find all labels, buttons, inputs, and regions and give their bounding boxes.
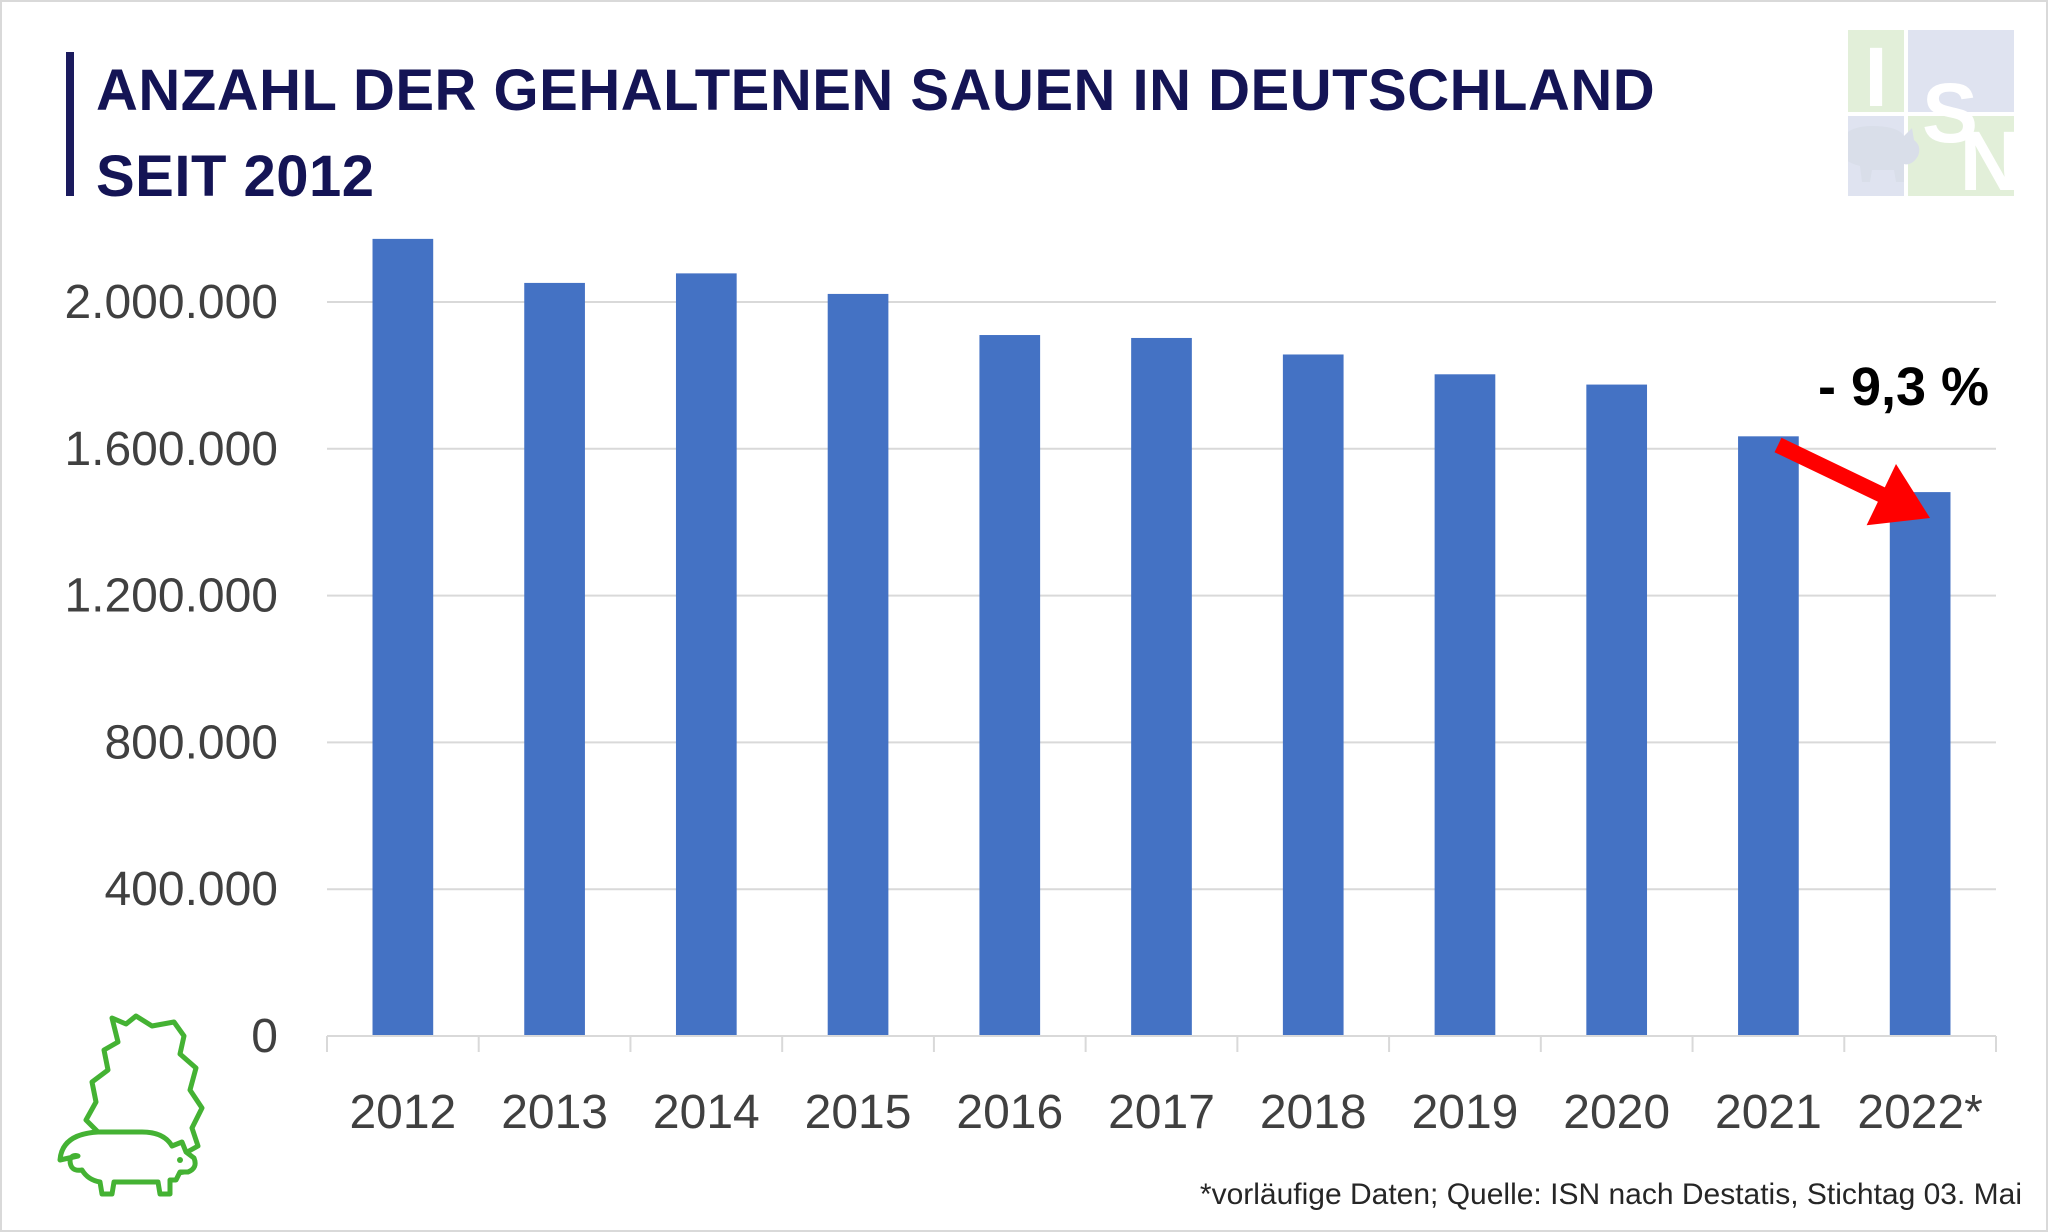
footnote-source: *vorläufige Daten; Quelle: ISN nach Dest… [1199,1178,2022,1211]
title-accent-bar [66,52,74,196]
x-tick-label: 2019 [1412,1086,1519,1139]
chart-title: ANZAHL DER GEHALTENEN SAUEN IN DEUTSCHLA… [96,48,1655,220]
y-tick-label: 800.000 [104,716,278,769]
decline-arrow [1774,437,1930,526]
y-tick-label: 1.600.000 [64,423,278,476]
decline-arrow-shape [1774,437,1930,526]
y-tick-label: 2.000.000 [64,276,278,329]
x-axis [326,1035,1997,1052]
x-axis-labels: 2012 2013 2014 2015 2016 2017 2018 2019 2020 2021… [349,1086,1982,1139]
x-tick-label: 2020 [1563,1086,1670,1139]
bar [372,238,434,1037]
bar [1889,492,1951,1037]
x-tick-label: 2021 [1715,1086,1822,1139]
x-tick-label: 2016 [956,1086,1063,1139]
x-tick-label: 2015 [805,1086,912,1139]
title-line-2: SEIT 2012 [96,144,375,209]
bar [1131,337,1192,1036]
title-line-1: ANZAHL DER GEHALTENEN SAUEN IN DEUTSCHLA… [96,58,1656,123]
bar [1738,436,1799,1036]
bar [1586,384,1648,1036]
bar [675,273,737,1036]
y-axis-ticks: 0 400.000 800.000 1.200.000 1.600.000 2.000.0… [64,276,278,1063]
x-tick-label: 2014 [653,1086,760,1139]
bar [1282,354,1344,1037]
svg-text:S: S [1922,66,1978,160]
x-tick-label: 2013 [501,1086,608,1139]
x-tick-label: 2012 [349,1086,456,1139]
x-tick-label: 2017 [1108,1086,1215,1139]
svg-text:I: I [1864,30,1887,124]
decline-annotation: - 9,3 % [1818,357,1990,417]
isn-logo-icon: I S N [1848,30,2014,196]
bars [372,238,1951,1037]
x-tick-label: 2022* [1857,1086,1982,1139]
germany-map-pig-icon [57,1013,205,1197]
bar [524,282,585,1036]
bar [827,293,889,1036]
x-tick-label: 2018 [1260,1086,1367,1139]
y-tick-label: 400.000 [104,863,278,916]
bar [979,335,1041,1036]
y-tick-label: 0 [251,1010,278,1063]
bar [1434,374,1496,1036]
svg-text:N: N [1960,114,2014,196]
y-tick-label: 1.200.000 [64,570,278,623]
